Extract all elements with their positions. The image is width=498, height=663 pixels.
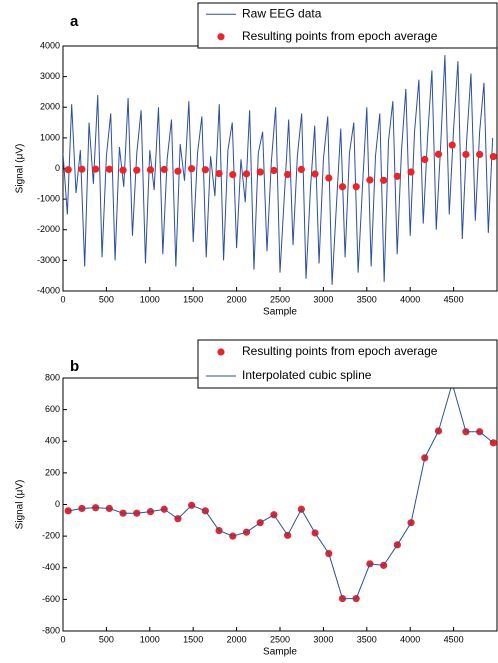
x-tick-label: 0 <box>60 294 65 304</box>
legend-label: Resulting points from epoch average <box>242 29 438 43</box>
x-tick-label: 1500 <box>183 294 203 304</box>
x-tick-label: 3500 <box>357 294 377 304</box>
data-point <box>174 167 182 175</box>
data-point <box>476 150 484 159</box>
x-tick-label: 2000 <box>227 294 247 304</box>
data-point <box>78 165 86 173</box>
y-tick-label: 400 <box>45 436 60 446</box>
data-point <box>92 165 100 173</box>
legend-marker <box>217 348 225 356</box>
data-point <box>146 166 155 174</box>
y-tick-label: -2000 <box>37 224 60 234</box>
y-tick-label: 800 <box>45 372 60 382</box>
data-point <box>393 172 401 180</box>
x-tick-label: 3000 <box>313 294 333 304</box>
y-axis-label: Signal (μV) <box>15 144 26 194</box>
data-point <box>215 169 223 178</box>
data-point <box>448 141 456 149</box>
data-point <box>64 166 72 174</box>
data-point <box>338 183 347 191</box>
y-tick-label: -3000 <box>37 255 60 265</box>
x-tick-label: 500 <box>99 294 114 304</box>
data-point <box>421 155 429 164</box>
x-axis-label: Sample <box>263 307 297 318</box>
x-tick-label: 2500 <box>270 634 290 644</box>
legend-label: Resulting points from epoch average <box>242 344 438 358</box>
data-point <box>434 150 443 158</box>
y-tick-label: 2000 <box>40 102 60 112</box>
plot-content <box>64 379 497 603</box>
x-tick-label: 4000 <box>400 634 420 644</box>
data-point <box>311 170 319 178</box>
data-point <box>119 166 127 174</box>
x-tick-label: 1000 <box>140 634 160 644</box>
data-point <box>352 183 360 191</box>
panel-title: b <box>70 358 79 375</box>
legend-label: Raw EEG data <box>242 6 322 20</box>
y-tick-label: -200 <box>42 531 60 541</box>
plot-content <box>63 55 497 285</box>
data-point <box>462 150 470 159</box>
data-point <box>407 168 415 176</box>
y-tick-label: 0 <box>55 499 60 509</box>
legend-marker <box>217 33 225 41</box>
data-point <box>270 166 278 175</box>
data-line <box>63 55 494 285</box>
x-tick-label: 1500 <box>183 634 203 644</box>
data-point <box>229 171 237 179</box>
chart-panel: -800 -600 -400 -200 0 200 400 600 800 0 500 1000 150… <box>15 339 498 658</box>
y-tick-label: 3000 <box>40 71 60 81</box>
data-point <box>160 165 168 174</box>
legend: Resulting points from epoch average Inter… <box>197 339 498 389</box>
x-tick-label: 3000 <box>313 634 333 644</box>
legend: Raw EEG data Resulting points from epoch … <box>197 2 498 49</box>
data-point <box>188 165 196 173</box>
y-tick-label: -1000 <box>37 194 60 204</box>
x-tick-label: 2000 <box>227 634 247 644</box>
legend-box <box>197 339 498 389</box>
plot-area <box>62 377 498 632</box>
y-tick-label: 200 <box>45 467 60 477</box>
x-tick-label: 4500 <box>444 634 464 644</box>
data-line <box>68 381 494 600</box>
x-tick-label: 0 <box>60 634 65 644</box>
legend-box <box>197 2 498 49</box>
panel-title: a <box>70 13 79 30</box>
y-axis-label: Signal (μV) <box>15 480 26 530</box>
data-point <box>256 168 264 176</box>
data-point <box>325 174 333 182</box>
x-tick-label: 4000 <box>400 294 420 304</box>
y-tick-label: -4000 <box>37 285 60 295</box>
legend-label: Interpolated cubic spline <box>242 368 372 382</box>
data-point <box>64 507 72 515</box>
data-point <box>489 152 497 161</box>
data-point <box>201 166 209 174</box>
data-point <box>297 165 305 174</box>
y-tick-label: 4000 <box>40 40 60 50</box>
x-tick-label: 3500 <box>357 634 377 644</box>
x-tick-label: 500 <box>99 634 114 644</box>
y-tick-label: -400 <box>42 562 60 572</box>
data-point <box>380 176 388 184</box>
data-point <box>366 176 374 184</box>
x-tick-label: 4500 <box>444 294 464 304</box>
data-point <box>105 165 113 173</box>
x-tick-label: 1000 <box>140 294 160 304</box>
data-point <box>133 166 141 174</box>
chart-panel: -4000 -3000 -2000 -1000 0 1000 2000 3000 4000 0 50… <box>15 2 498 318</box>
data-point <box>242 170 251 178</box>
y-tick-label: -600 <box>42 594 60 604</box>
y-tick-label: 1000 <box>40 132 60 142</box>
y-tick-label: 600 <box>45 404 60 414</box>
y-tick-label: 0 <box>55 163 60 173</box>
data-point <box>284 170 292 179</box>
y-tick-label: -800 <box>42 625 60 635</box>
x-axis-label: Sample <box>263 647 297 658</box>
x-tick-label: 2500 <box>270 294 290 304</box>
